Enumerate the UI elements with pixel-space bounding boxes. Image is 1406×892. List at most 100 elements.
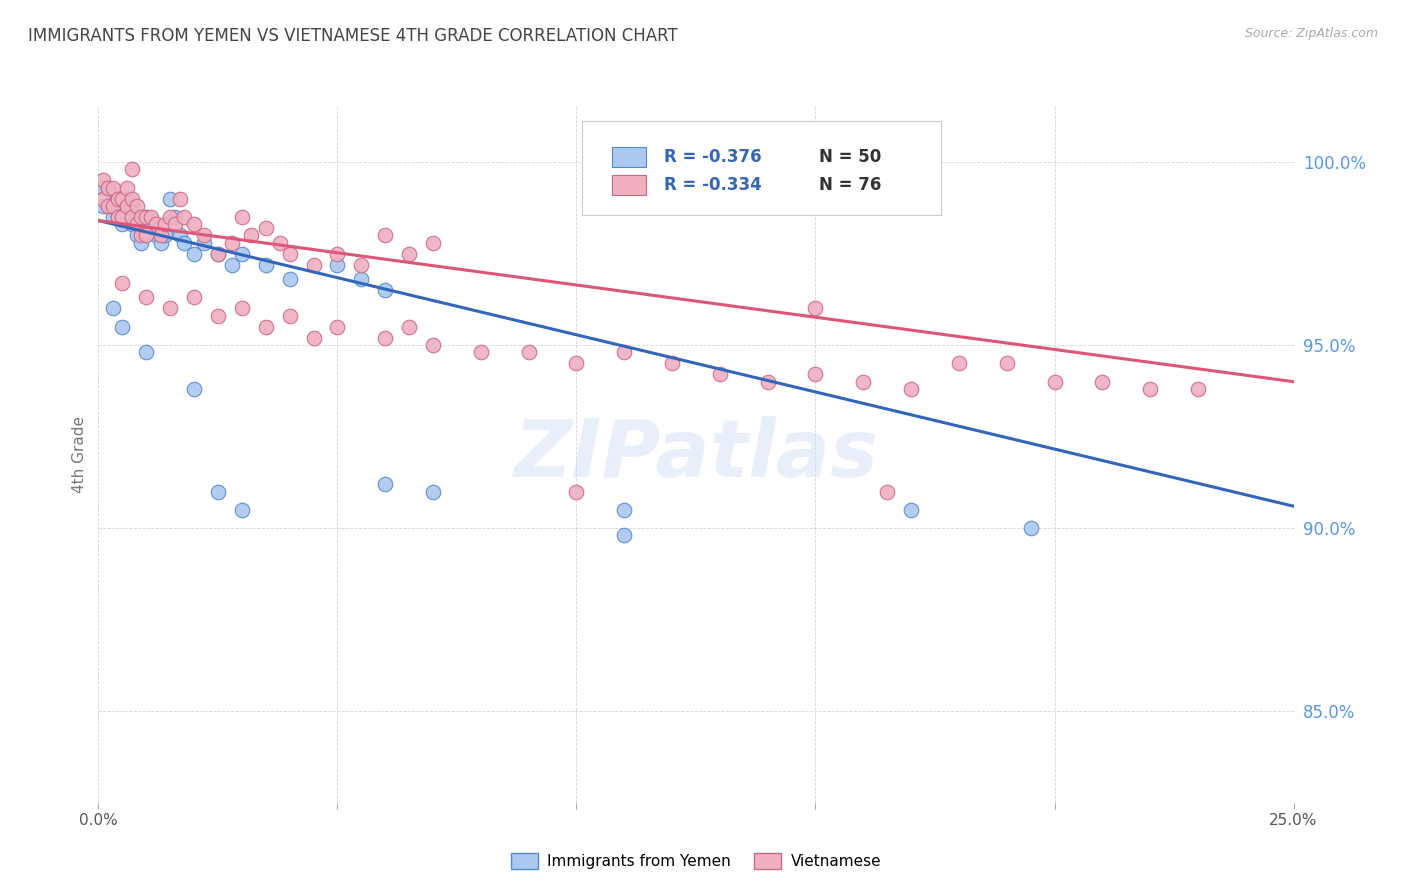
FancyBboxPatch shape <box>612 147 645 167</box>
Point <box>97 180 120 194</box>
Point <box>155 228 177 243</box>
Point <box>183 217 205 231</box>
Point <box>422 484 444 499</box>
Point <box>91 199 114 213</box>
Point <box>145 228 167 243</box>
Point <box>101 199 124 213</box>
Point <box>125 217 148 231</box>
Point <box>302 331 325 345</box>
Point <box>278 272 301 286</box>
Point <box>107 192 129 206</box>
Point <box>125 210 148 224</box>
Point <box>173 235 195 250</box>
Point <box>139 210 162 224</box>
Point <box>111 319 134 334</box>
Point <box>350 272 373 286</box>
Point <box>231 503 253 517</box>
Point <box>350 258 373 272</box>
Point <box>193 228 215 243</box>
Point <box>326 319 349 334</box>
Point <box>900 503 922 517</box>
Point <box>398 319 420 334</box>
Point <box>1043 375 1066 389</box>
Point <box>517 345 540 359</box>
Point <box>115 180 138 194</box>
Point <box>1091 375 1114 389</box>
Point <box>145 217 167 231</box>
Point <box>613 528 636 542</box>
Point <box>1139 382 1161 396</box>
Point <box>159 301 181 316</box>
Text: IMMIGRANTS FROM YEMEN VS VIETNAMESE 4TH GRADE CORRELATION CHART: IMMIGRANTS FROM YEMEN VS VIETNAMESE 4TH … <box>28 27 678 45</box>
Point <box>115 192 138 206</box>
Point <box>107 210 129 224</box>
Point <box>131 210 153 224</box>
Y-axis label: 4th Grade: 4th Grade <box>72 417 87 493</box>
Point <box>139 217 162 231</box>
Point <box>254 319 277 334</box>
Point <box>149 228 172 243</box>
Point <box>565 356 588 370</box>
Point <box>135 290 157 304</box>
FancyBboxPatch shape <box>612 175 645 194</box>
Text: Source: ZipAtlas.com: Source: ZipAtlas.com <box>1244 27 1378 40</box>
Point <box>231 246 253 260</box>
Point <box>101 210 124 224</box>
Point <box>221 258 243 272</box>
Point <box>254 220 277 235</box>
Point <box>374 283 396 297</box>
Legend: Immigrants from Yemen, Vietnamese: Immigrants from Yemen, Vietnamese <box>505 847 887 875</box>
Point <box>173 210 195 224</box>
Point <box>121 199 143 213</box>
Point <box>269 235 291 250</box>
Point <box>135 228 157 243</box>
Point <box>135 345 157 359</box>
Point <box>374 228 396 243</box>
Point <box>613 503 636 517</box>
FancyBboxPatch shape <box>582 121 941 215</box>
Point <box>101 192 124 206</box>
Point <box>661 356 683 370</box>
Point <box>111 210 134 224</box>
Point <box>91 180 114 194</box>
Point <box>125 228 148 243</box>
Point <box>207 309 229 323</box>
Point <box>155 217 177 231</box>
Point <box>231 301 253 316</box>
Point <box>221 235 243 250</box>
Point <box>254 258 277 272</box>
Point <box>278 309 301 323</box>
Point <box>101 180 124 194</box>
Point <box>135 228 157 243</box>
Point <box>183 246 205 260</box>
Point <box>302 258 325 272</box>
Point <box>231 210 253 224</box>
Point <box>1019 521 1042 535</box>
Point <box>115 210 138 224</box>
Point <box>121 210 143 224</box>
Text: ZIPatlas: ZIPatlas <box>513 416 879 494</box>
Point <box>207 246 229 260</box>
Point <box>183 290 205 304</box>
Point <box>613 345 636 359</box>
Point <box>163 210 186 224</box>
Text: R = -0.376: R = -0.376 <box>664 148 761 166</box>
Point <box>876 484 898 499</box>
Point <box>97 199 120 213</box>
Point <box>326 258 349 272</box>
Text: N = 76: N = 76 <box>820 176 882 194</box>
Point <box>97 180 120 194</box>
Point <box>163 217 186 231</box>
Point <box>169 228 191 243</box>
Point <box>135 210 157 224</box>
Point <box>121 192 143 206</box>
Point <box>240 228 263 243</box>
Point <box>193 235 215 250</box>
Point <box>183 382 205 396</box>
Point <box>149 235 172 250</box>
Point <box>125 199 148 213</box>
Point <box>398 246 420 260</box>
Point <box>91 173 114 187</box>
Point <box>900 382 922 396</box>
Point <box>422 235 444 250</box>
